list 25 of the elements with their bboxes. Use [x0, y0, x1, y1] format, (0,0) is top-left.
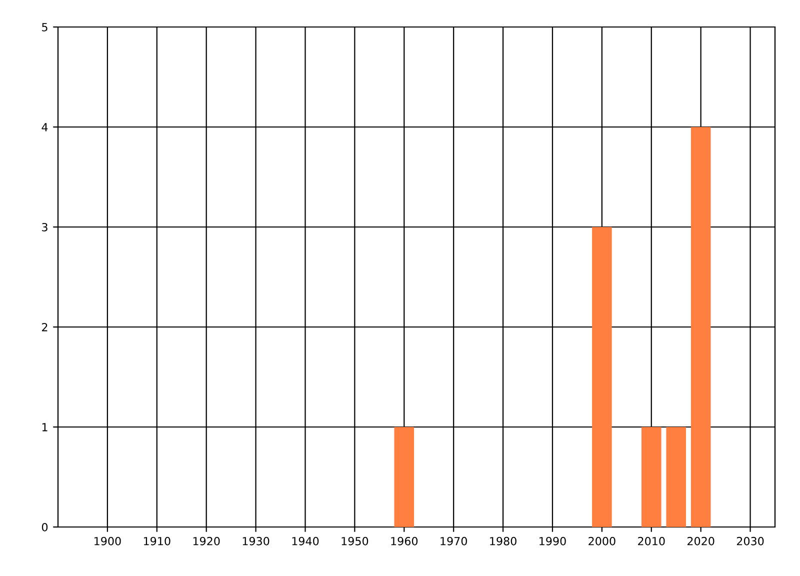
y-tick-label: 5 [42, 23, 48, 32]
x-tick-label: 1970 [440, 536, 467, 546]
x-tick-label: 1990 [540, 536, 566, 546]
bar [666, 427, 686, 527]
bar [394, 427, 414, 527]
y-tick-label: 1 [42, 423, 48, 432]
x-tick-label: 1900 [94, 536, 121, 546]
x-tick-label: 1980 [490, 536, 516, 546]
x-tick-label: 2030 [736, 536, 764, 546]
x-tick-label: 1950 [342, 536, 368, 546]
x-tick-label: 2000 [588, 536, 616, 546]
y-tick-label: 3 [42, 222, 48, 232]
y-tick-label: 4 [42, 123, 48, 132]
x-tick-label: 1960 [391, 536, 418, 546]
bar [641, 427, 662, 527]
y-tick-label: 0 [42, 522, 48, 532]
bar [592, 227, 612, 527]
x-tick-label: 1930 [242, 536, 270, 546]
bar [690, 127, 711, 527]
x-tick-label: 1920 [193, 536, 220, 546]
y-tick-label: 2 [42, 322, 48, 332]
x-tick-label: 2010 [638, 536, 665, 546]
x-tick-label: 1940 [292, 536, 319, 546]
x-tick-label: 1910 [144, 536, 170, 546]
x-tick-label: 2020 [688, 536, 714, 546]
